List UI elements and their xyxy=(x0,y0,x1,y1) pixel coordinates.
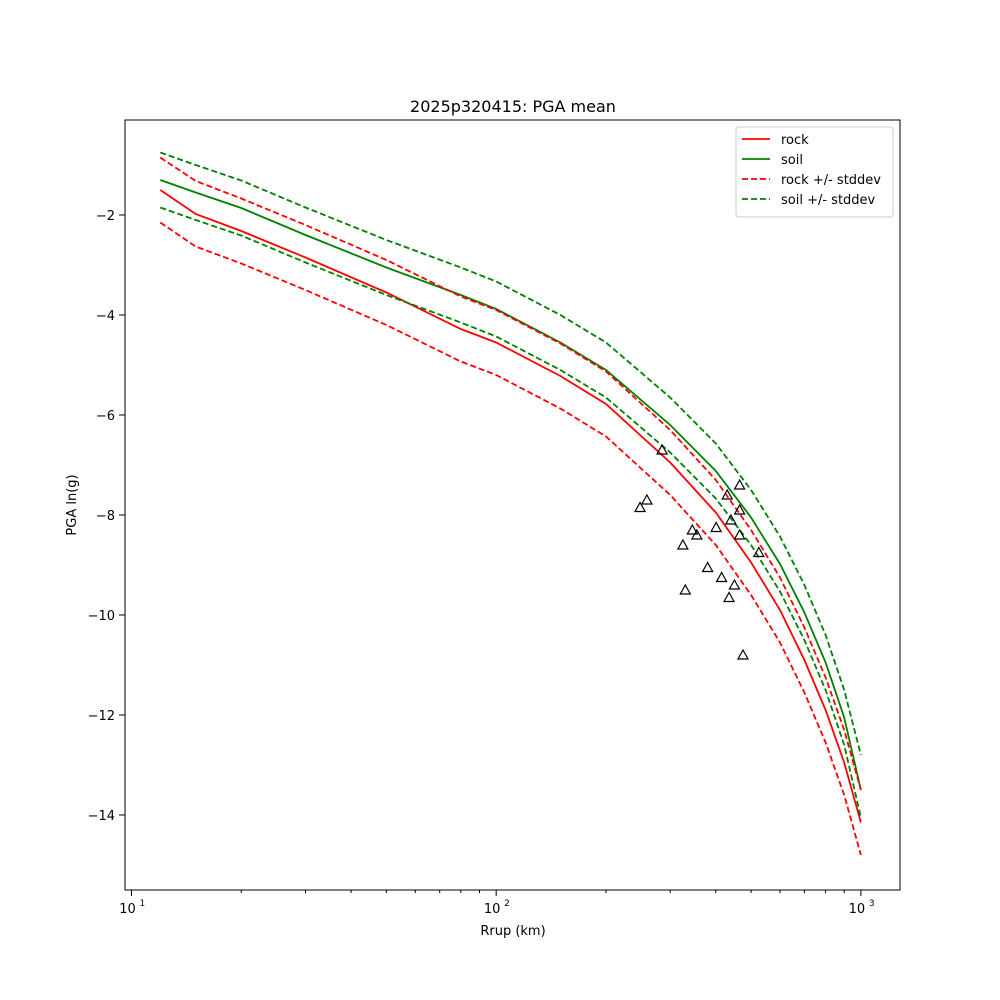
y-tick-label: −2 xyxy=(96,209,115,224)
legend-label: rock xyxy=(781,133,809,148)
x-tick-label-exponent: 1 xyxy=(139,899,145,909)
x-axis: 10 1 10 2 10 3 xyxy=(119,890,875,917)
observation-marker-6 xyxy=(724,513,737,525)
observation-marker-3 xyxy=(721,488,734,500)
series-line-1 xyxy=(160,179,862,791)
y-tick-label: −14 xyxy=(88,809,115,824)
observation-marker-14 xyxy=(715,571,728,583)
observation-marker-0 xyxy=(656,443,669,455)
y-tick-label: −4 xyxy=(96,309,115,324)
observation-marker-7 xyxy=(710,521,723,533)
observation-marker-13 xyxy=(701,561,714,573)
series-line-4 xyxy=(160,151,862,756)
observation-marker-2 xyxy=(634,501,647,513)
series-line-3 xyxy=(159,221,862,856)
legend-label: soil xyxy=(781,153,803,168)
legend: rock soil rock +/- stddev soil +/- stddev xyxy=(735,126,894,218)
legend-box xyxy=(735,126,894,218)
y-tick-label: −10 xyxy=(88,609,115,624)
legend-label: soil +/- stddev xyxy=(781,193,876,208)
observation-marker-11 xyxy=(676,538,689,550)
chart-title: 2025p320415: PGA mean xyxy=(410,97,616,116)
observation-marker-5 xyxy=(733,503,746,515)
y-tick-label: −8 xyxy=(96,509,115,524)
observation-marker-18 xyxy=(736,648,750,660)
legend-label: rock +/- stddev xyxy=(781,173,881,188)
y-axis: −2 −4 −6 −8 −10 −12 −14 xyxy=(88,209,125,824)
observation-marker-15 xyxy=(728,578,741,590)
series-line-0 xyxy=(159,189,862,823)
observation-marker-4 xyxy=(733,478,746,490)
plot-area xyxy=(159,151,862,856)
x-tick-label-exponent: 3 xyxy=(869,899,875,909)
observation-marker-17 xyxy=(723,591,736,603)
x-tick-label-exponent: 2 xyxy=(504,899,510,909)
plot-frame xyxy=(124,119,901,891)
x-tick-label-base: 10 xyxy=(484,902,501,917)
x-tick-label-base: 10 xyxy=(849,902,866,917)
series-line-5 xyxy=(160,206,862,818)
x-axis-title: Rrup (km) xyxy=(480,924,545,939)
series-line-2 xyxy=(159,156,862,791)
observation-marker-10 xyxy=(690,528,703,540)
observation-marker-9 xyxy=(686,523,699,535)
observation-marker-12 xyxy=(752,546,765,558)
y-axis-title: PGA ln(g) xyxy=(65,474,80,535)
y-tick-label: −6 xyxy=(96,409,115,424)
observation-marker-1 xyxy=(640,493,653,505)
observation-marker-16 xyxy=(679,583,692,595)
observation-marker-8 xyxy=(733,528,746,540)
x-tick-label-base: 10 xyxy=(119,902,136,917)
y-tick-label: −12 xyxy=(88,709,115,724)
